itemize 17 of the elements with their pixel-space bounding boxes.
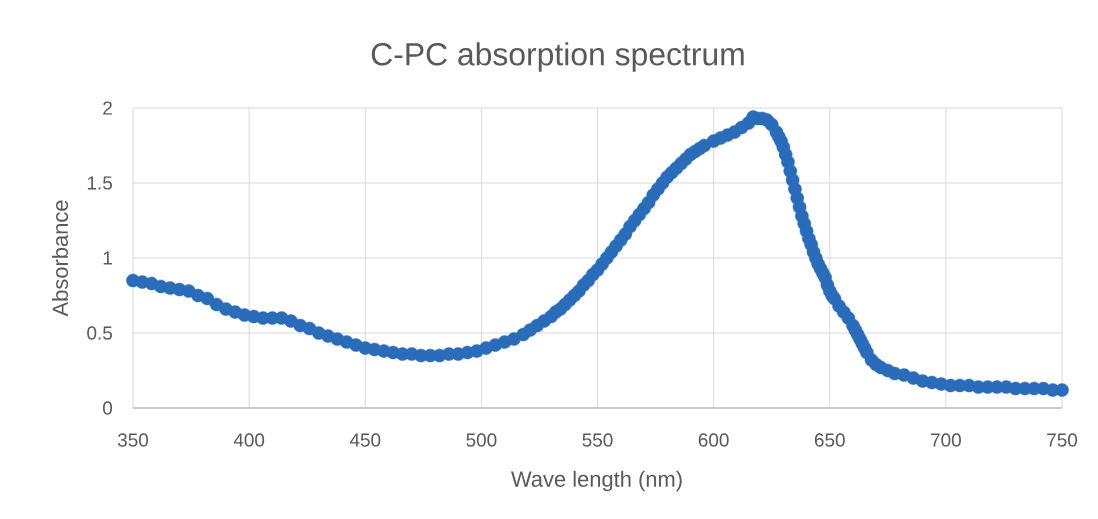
x-tick-label: 750 (1047, 433, 1078, 447)
x-tick-label: 550 (582, 433, 613, 447)
chart-title: C-PC absorption spectrum (371, 42, 744, 72)
y-tick-label: 2 (103, 101, 112, 115)
x-tick-label: 400 (233, 433, 265, 447)
x-tick-label: 350 (117, 433, 149, 447)
x-axis-title: Wave length (nm) (511, 470, 682, 492)
x-tick-label: 600 (698, 433, 729, 447)
y-axis-title: Absorbance (51, 200, 69, 317)
y-tick-label: 0 (103, 401, 113, 415)
x-tick-label: 450 (349, 433, 381, 447)
y-tick-label: 1 (103, 251, 112, 265)
x-tick-label: 700 (931, 433, 961, 447)
y-tick-label: 1.5 (87, 176, 113, 190)
y-tick-label: 0.5 (87, 326, 113, 340)
x-tick-label: 650 (814, 433, 845, 447)
x-tick-label: 500 (466, 433, 497, 447)
